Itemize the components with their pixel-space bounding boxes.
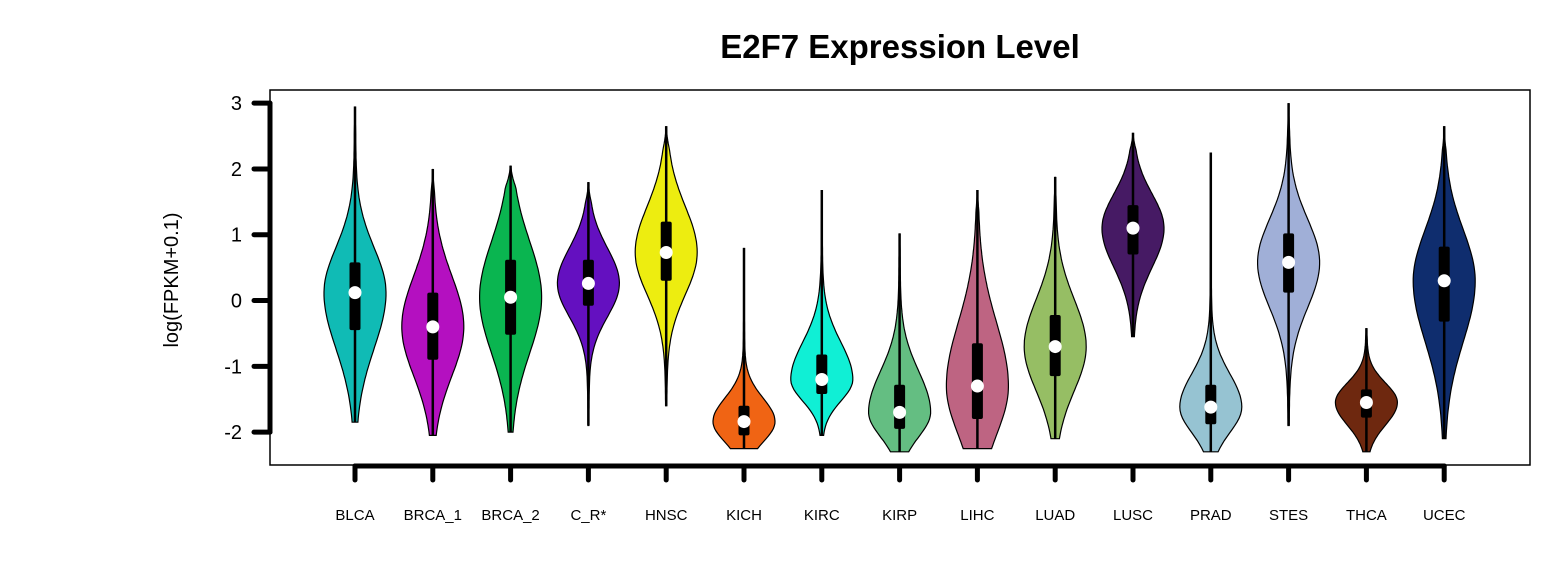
x-tick-label: KIRC <box>804 507 840 524</box>
x-tick-label: LIHC <box>960 507 994 524</box>
violins <box>323 103 1476 453</box>
violin-median-point <box>1359 396 1373 409</box>
violin-kirc <box>790 190 854 436</box>
violin-thca <box>1334 328 1399 453</box>
violin-median-point <box>737 415 751 429</box>
y-tick-label: 0 <box>231 291 242 313</box>
violin-hnsc <box>634 126 698 407</box>
violin-median-point <box>815 372 829 386</box>
x-tick-label: STES <box>1269 507 1308 524</box>
violin-median-point <box>1126 221 1140 235</box>
x-tick-label: BRCA_2 <box>481 507 539 524</box>
x-tick-label: LUAD <box>1035 507 1075 524</box>
violin-kirp <box>868 233 932 453</box>
violin-stes <box>1257 103 1321 427</box>
violin-lihc <box>945 189 1009 450</box>
violin-kich <box>712 247 776 450</box>
violin-median-point <box>893 405 907 419</box>
violin-brca-1 <box>401 168 465 436</box>
violin-median-point <box>426 320 440 334</box>
y-tick-label: -2 <box>224 422 242 444</box>
violin-lusc <box>1101 132 1165 338</box>
violin-luad <box>1023 176 1087 440</box>
x-axis: BLCA BRCA_1 BRCA_2 C_R* HNSC KICH KIRC KIRP LIHC… <box>335 463 1466 524</box>
y-tick-label: -1 <box>224 356 242 378</box>
violin-median-point <box>581 276 595 290</box>
violin-median-point <box>504 290 518 304</box>
x-tick-label: BRCA_1 <box>404 507 462 524</box>
violin-blca <box>323 106 387 423</box>
violin-median-point <box>970 379 984 393</box>
x-tick-label: BLCA <box>335 507 374 524</box>
x-tick-label: KICH <box>726 507 762 524</box>
y-tick-label: 3 <box>231 93 242 115</box>
violin-brca-2 <box>479 165 543 433</box>
violin-median-point <box>1437 274 1451 288</box>
violin-prad <box>1179 152 1243 453</box>
x-tick-label: PRAD <box>1190 507 1232 524</box>
y-axis: -2 -1 0 1 2 3 <box>224 93 273 444</box>
violin-median-point <box>659 246 673 259</box>
x-tick-label: LUSC <box>1113 507 1153 524</box>
violin-ucec <box>1412 126 1476 440</box>
x-tick-label: KIRP <box>882 507 917 524</box>
violin-median-point <box>348 286 362 300</box>
y-tick-label: 2 <box>231 159 242 181</box>
y-axis-label: log(FPKM+0.1) <box>161 212 183 347</box>
chart-title: E2F7 Expression Level <box>720 28 1080 65</box>
violin-median-point <box>1282 255 1296 269</box>
y-tick-label: 1 <box>231 225 242 247</box>
violin-c-r- <box>556 182 621 427</box>
x-tick-label: C_R* <box>570 507 606 524</box>
x-tick-label: UCEC <box>1423 507 1466 524</box>
violin-median-point <box>1204 400 1218 414</box>
x-tick-label: THCA <box>1346 507 1387 524</box>
x-tick-label: HNSC <box>645 507 688 524</box>
violin-median-point <box>1048 340 1062 354</box>
